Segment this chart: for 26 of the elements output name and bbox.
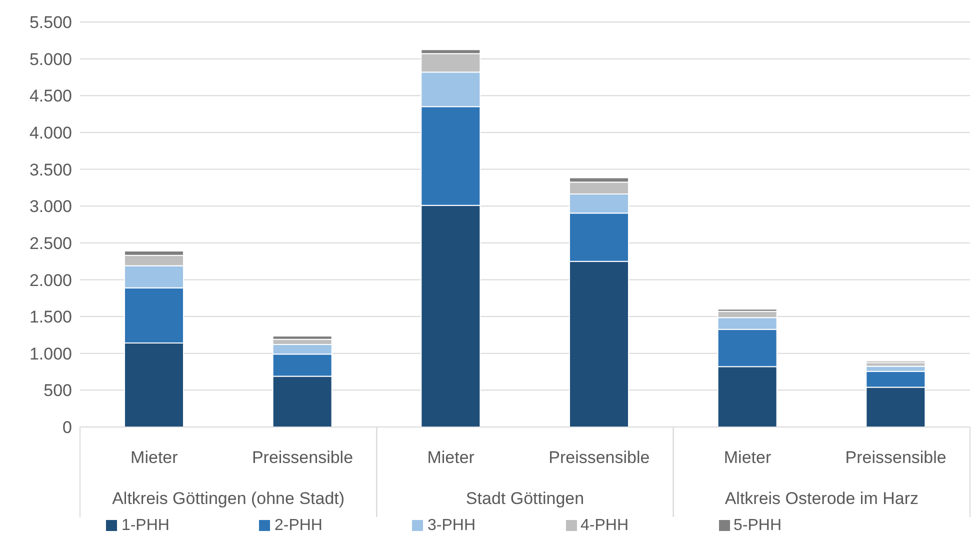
text: Altkreis Göttingen (ohne Stadt) [112, 489, 345, 508]
x-tick-label: Preissensible [252, 448, 354, 467]
legend-label: 5-PHH [734, 517, 782, 534]
y-tick-label: 3.000 [29, 197, 72, 216]
x-tick-label: Preissensible [845, 448, 946, 467]
x-tick-label: Mieter [427, 448, 475, 467]
legend-label: 1-PHH [121, 517, 170, 534]
y-tick-label: 500 [44, 381, 72, 400]
y-tick-label: 3.500 [29, 160, 72, 180]
x-tick-label: Preissensible [548, 448, 650, 467]
legend-label: 2-PHH [274, 517, 322, 534]
y-tick-label: 1.000 [29, 344, 72, 364]
x-tick-label: Mieter [724, 448, 772, 467]
legend-label: 4-PHH [580, 517, 629, 534]
y-tick-label: 2.500 [29, 234, 72, 253]
y-tick-label: 0 [62, 418, 72, 438]
y-tick-label: 4.000 [29, 123, 72, 142]
y-tick-label: 1.500 [29, 308, 72, 327]
text: Stadt Göttingen [466, 489, 584, 508]
legend-label: 3-PHH [427, 517, 476, 534]
y-tick-label: 5.000 [29, 50, 72, 69]
text: Altkreis Osterode im Harz [724, 489, 919, 508]
x-tick-label: Mieter [130, 448, 178, 467]
y-tick-label: 2.000 [29, 270, 72, 290]
y-tick-label: 5.500 [29, 13, 72, 32]
y-tick-label: 4.500 [29, 86, 72, 106]
